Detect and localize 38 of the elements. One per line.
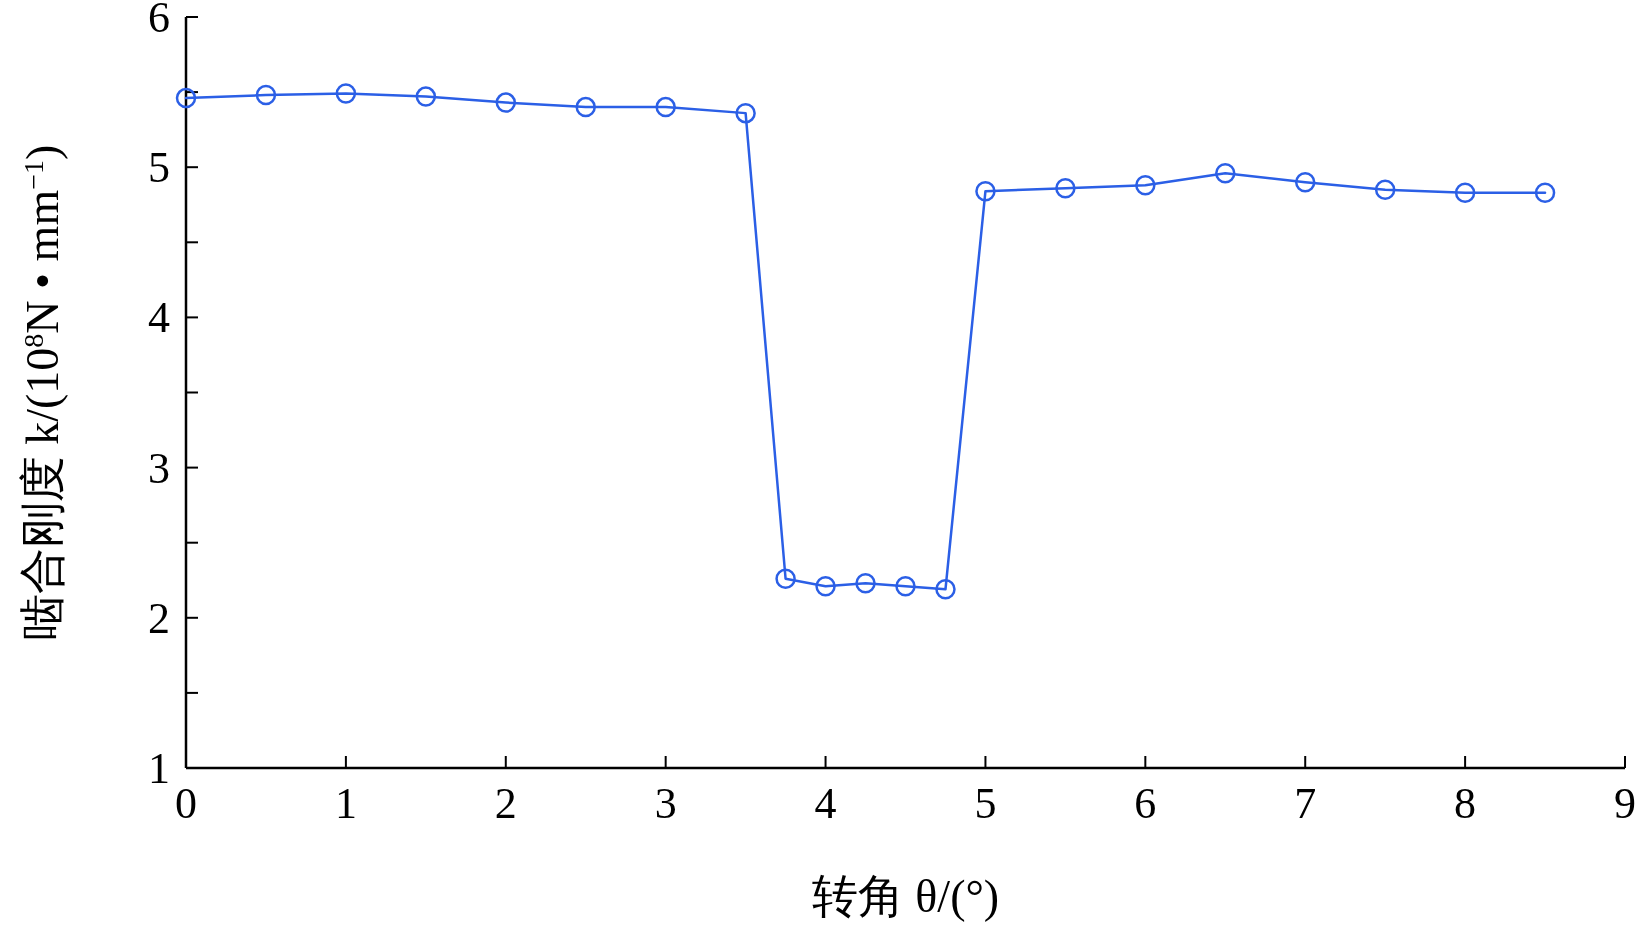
point	[255, 84, 277, 106]
point	[1135, 174, 1156, 196]
point	[775, 568, 796, 589]
point	[1454, 182, 1476, 203]
point	[1374, 179, 1396, 200]
y-tick-label: 2	[148, 593, 170, 643]
x-tick-label: 2	[494, 779, 517, 828]
point	[495, 92, 517, 113]
y-tick-label: 1	[148, 744, 170, 793]
point	[575, 96, 596, 118]
x-tick-label: 7	[1294, 779, 1317, 828]
point	[175, 87, 197, 109]
point	[855, 573, 876, 594]
point	[1055, 177, 1076, 199]
y-tick-label: 4	[148, 293, 170, 343]
y-tick-label: 6	[148, 0, 170, 42]
x-tick-label: 5	[974, 779, 997, 828]
x-tick-label: 4	[814, 779, 837, 828]
x-axis-title: 转角 θ/(°)	[811, 871, 1000, 922]
point	[415, 86, 437, 107]
x-tick-label: 8	[1454, 779, 1477, 828]
point	[1215, 162, 1236, 184]
point	[895, 576, 916, 597]
y-tick-label: 3	[148, 443, 170, 493]
point	[735, 102, 756, 124]
x-tick-label: 3	[654, 779, 677, 828]
point	[935, 579, 956, 600]
point	[815, 576, 836, 597]
point	[335, 83, 357, 104]
point	[1294, 171, 1316, 193]
x-tick-label: 1	[334, 779, 357, 828]
point	[975, 180, 996, 202]
point	[655, 96, 676, 118]
point	[1534, 182, 1556, 203]
x-tick-label: 6	[1134, 779, 1157, 828]
x-tick-label: 0	[175, 779, 197, 828]
x-tick-label: 9	[1614, 779, 1635, 828]
y-tick-label: 5	[148, 143, 170, 193]
